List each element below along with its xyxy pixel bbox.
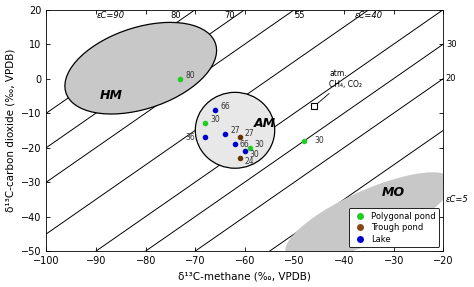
Text: 30: 30 [446, 40, 456, 49]
Text: 80: 80 [185, 71, 195, 79]
Legend: Polygonal pond, Trough pond, Lake: Polygonal pond, Trough pond, Lake [349, 208, 439, 247]
Text: 27: 27 [230, 126, 240, 135]
Text: 27: 27 [245, 129, 255, 138]
Text: 24: 24 [245, 157, 255, 166]
Text: 80: 80 [170, 11, 181, 20]
Ellipse shape [195, 92, 275, 168]
Text: 66: 66 [220, 102, 230, 111]
Text: εC=5: εC=5 [446, 195, 469, 204]
Text: 36: 36 [185, 133, 195, 142]
Text: 30: 30 [250, 150, 260, 159]
Text: εC=90: εC=90 [97, 11, 125, 20]
X-axis label: δ¹³C-methane (‰, VPDB): δ¹³C-methane (‰, VPDB) [179, 272, 311, 282]
Ellipse shape [285, 172, 453, 261]
Text: 55: 55 [294, 11, 305, 20]
Text: MO: MO [382, 186, 405, 199]
Text: εC=40: εC=40 [355, 11, 383, 20]
Text: AM: AM [254, 117, 276, 130]
Text: 70: 70 [225, 11, 236, 20]
Text: 20: 20 [446, 74, 456, 83]
Text: 30: 30 [314, 136, 324, 145]
Text: atm.
CH₄, CO₂: atm. CH₄, CO₂ [317, 69, 362, 104]
Text: 30: 30 [255, 139, 264, 149]
Y-axis label: δ¹³C-carbon dioxide (‰, VPDB): δ¹³C-carbon dioxide (‰, VPDB) [6, 49, 16, 212]
Text: HM: HM [100, 89, 122, 102]
Ellipse shape [65, 22, 217, 114]
Text: 66: 66 [240, 139, 250, 149]
Text: 30: 30 [210, 115, 220, 125]
